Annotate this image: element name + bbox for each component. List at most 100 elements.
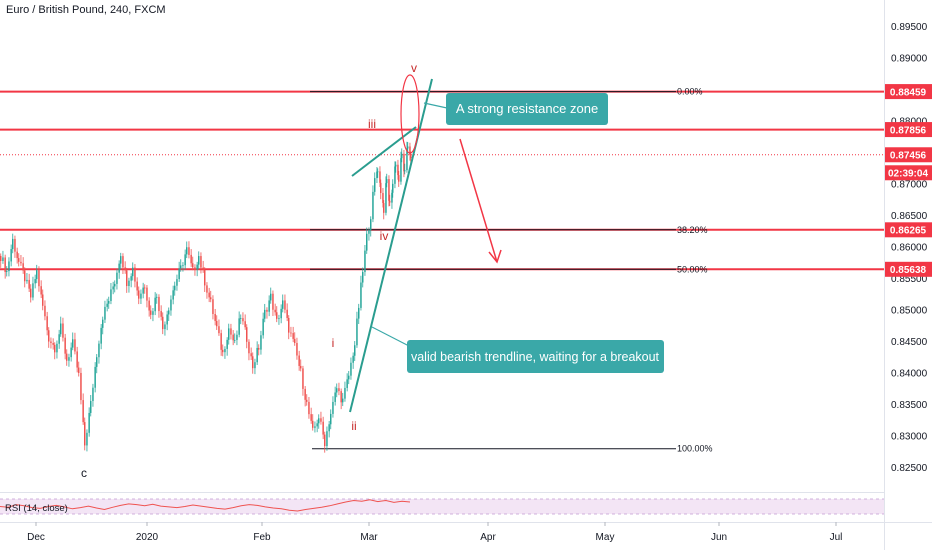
candle-body — [206, 285, 208, 293]
candle-body — [148, 300, 150, 311]
candle-body — [54, 344, 56, 353]
candle-body — [226, 339, 228, 349]
candle-body — [128, 280, 130, 287]
candle-body — [118, 263, 120, 273]
candle-body — [389, 200, 391, 203]
x-tick-label: Mar — [360, 532, 378, 543]
candle-body — [82, 400, 84, 423]
candle-body — [46, 316, 48, 331]
candle-body — [202, 267, 204, 271]
candle-body — [98, 343, 100, 358]
candle-body — [406, 148, 408, 171]
candle-body — [409, 146, 411, 155]
countdown-label: 02:39:04 — [888, 169, 928, 180]
bearish-arrow-line[interactable] — [459, 138, 498, 263]
candle-body — [244, 321, 246, 328]
candle-body — [242, 318, 244, 322]
x-axis: Dec 2020 Feb Mar Apr May Jun Jul — [27, 522, 842, 543]
candle-body — [292, 333, 294, 339]
rsi-label: RSI (14, close) — [5, 503, 68, 514]
candle-body — [42, 294, 44, 306]
resistance-callout[interactable] — [446, 93, 608, 125]
candle-body — [208, 292, 210, 298]
candle-body — [134, 267, 136, 282]
candle-body — [368, 229, 370, 234]
bearish-arrow-head — [488, 249, 502, 264]
bearish-trendline[interactable] — [349, 78, 433, 413]
candle-body — [302, 368, 304, 389]
candle-body — [0, 255, 2, 261]
candle-body — [354, 345, 356, 356]
candle-body — [32, 283, 34, 298]
candle-body — [84, 422, 86, 446]
candle-body — [12, 238, 14, 250]
candle-body — [296, 342, 298, 356]
candle-body — [68, 357, 70, 361]
candle-body — [364, 250, 366, 273]
candle-body — [58, 334, 60, 344]
candle-body — [60, 323, 62, 335]
trendline-callout[interactable] — [407, 340, 664, 373]
upper-trendline[interactable] — [351, 126, 417, 177]
candle-body — [120, 256, 122, 264]
candle-body — [318, 418, 320, 424]
candle-body — [150, 310, 152, 315]
candle-body — [188, 247, 190, 255]
candle-body — [366, 233, 368, 251]
candle-body — [88, 412, 90, 433]
candle-body — [96, 357, 98, 367]
candle-body — [382, 193, 384, 204]
candle-body — [268, 300, 270, 312]
candle-body — [20, 261, 22, 264]
candle-body — [40, 286, 42, 295]
candle-body — [362, 272, 364, 283]
candle-body — [262, 318, 264, 336]
candle-body — [274, 309, 276, 313]
candle-body — [264, 309, 266, 319]
y-tick-label: 0.89000 — [891, 54, 928, 65]
wave-label-ii: ii — [351, 419, 356, 433]
candle-body — [8, 261, 10, 272]
candle-body — [386, 179, 388, 184]
y-tick-label: 0.85000 — [891, 306, 928, 317]
candle-body — [26, 279, 28, 282]
candle-body — [140, 293, 142, 299]
wave-v-highlight-ellipse[interactable] — [400, 74, 420, 154]
candle-body — [240, 318, 242, 319]
candle-body — [34, 279, 36, 284]
candlesticks — [0, 141, 412, 453]
candle-body — [308, 401, 310, 415]
rsi-band — [0, 499, 884, 514]
candle-body — [228, 328, 230, 340]
candle-body — [336, 388, 338, 393]
candle-body — [164, 324, 166, 330]
rsi-line — [0, 499, 411, 512]
candle-body — [112, 286, 114, 290]
candle-body — [403, 153, 405, 172]
candle-body — [162, 316, 164, 330]
candle-body — [398, 175, 400, 182]
candle-body — [24, 270, 26, 282]
candle-body — [330, 413, 332, 425]
candle-body — [298, 355, 300, 366]
candle-body — [94, 366, 96, 388]
wave-label-v: v — [411, 61, 417, 75]
candle-body — [391, 192, 393, 203]
price-labels: 0.88459 0.87856 0.87456 02:39:04 0.86265 0.85… — [885, 84, 932, 277]
candle-body — [360, 282, 362, 308]
candle-body — [114, 283, 116, 287]
candle-body — [144, 287, 146, 289]
price-label: 0.87456 — [890, 151, 927, 162]
candle-body — [28, 279, 30, 289]
candle-body — [234, 339, 236, 341]
candle-body — [14, 238, 16, 252]
fib-level-label: 38.20% — [677, 225, 708, 235]
candle-body — [218, 326, 220, 334]
candle-body — [4, 257, 6, 272]
y-tick-label: 0.83500 — [891, 400, 928, 411]
candle-body — [136, 281, 138, 291]
candle-body — [154, 297, 156, 312]
candle-body — [332, 401, 334, 414]
fib-level-label: 50.00% — [677, 264, 708, 274]
